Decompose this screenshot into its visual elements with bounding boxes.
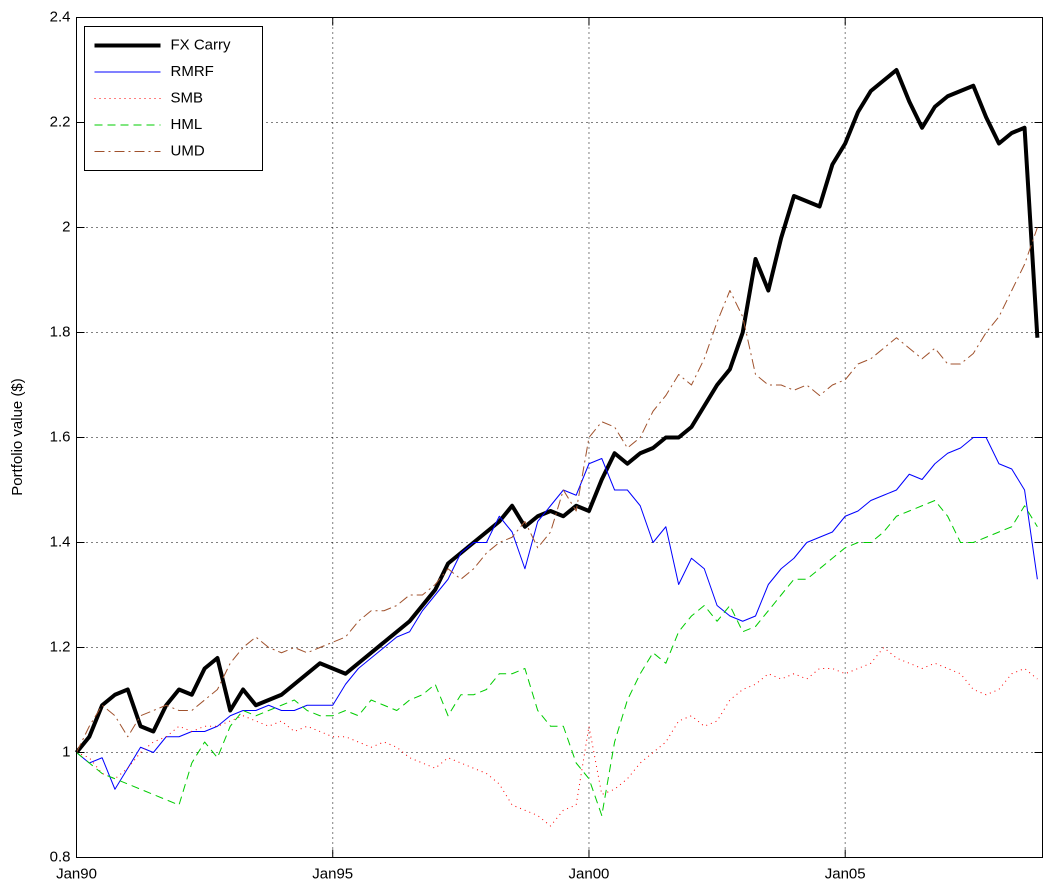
- legend-label: UMD: [171, 142, 205, 159]
- y-tick-label: 2: [62, 218, 70, 235]
- y-tick-label: 1.6: [50, 428, 71, 445]
- legend-label: SMB: [171, 89, 204, 106]
- series-line: [74, 68, 1040, 754]
- series-line: [76, 437, 1038, 790]
- y-tick-label: 2.4: [50, 8, 71, 25]
- plot-frame: [76, 17, 1043, 858]
- series-line: [76, 647, 1038, 827]
- x-tick-label: Jan95: [312, 865, 353, 882]
- legend-label: RMRF: [171, 63, 214, 80]
- legend-box: [84, 26, 263, 171]
- x-tick-label: Jan00: [569, 865, 610, 882]
- y-tick-label: 1.8: [50, 323, 71, 340]
- legend-label: FX Carry: [171, 36, 232, 53]
- series-line: [76, 227, 1038, 753]
- legend: FX Carry RMRF SMB HML UMD: [84, 26, 263, 171]
- y-axis-label: Portfolio value ($): [9, 378, 26, 496]
- legend-label: HML: [171, 116, 203, 133]
- y-tick-label: 2.2: [50, 113, 71, 130]
- x-tick-label: Jan05: [825, 865, 866, 882]
- y-tick-label: 1.4: [50, 533, 71, 550]
- y-tick-label: 0.8: [50, 848, 71, 865]
- y-tick-label: 1.2: [50, 638, 71, 655]
- x-tick-label: Jan90: [56, 865, 97, 882]
- series-line: [76, 500, 1038, 816]
- y-tick-label: 1: [62, 743, 70, 760]
